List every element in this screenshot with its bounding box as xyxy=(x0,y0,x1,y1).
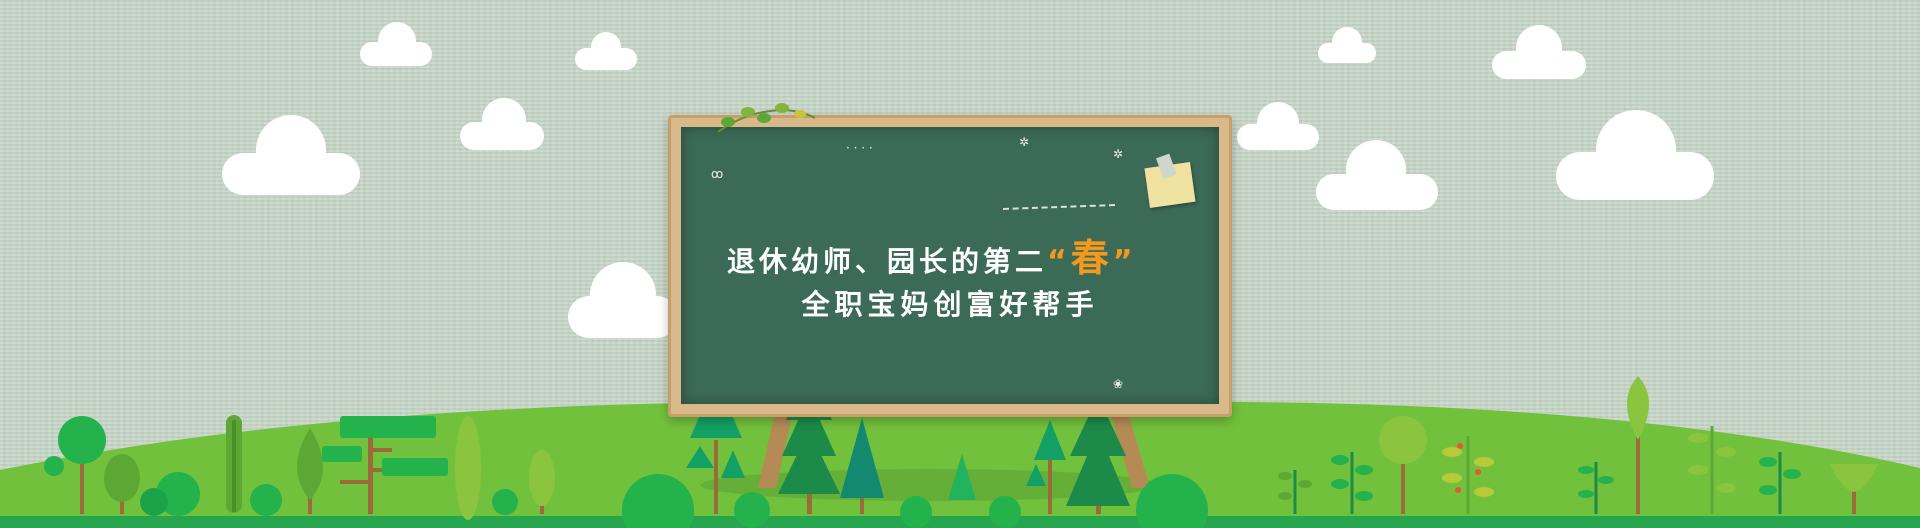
pine-tree-icon xyxy=(840,418,884,514)
ground-strip xyxy=(0,516,1920,528)
bush-icon xyxy=(140,472,200,516)
chalkboard-surface: · · · · ✲ ✲ ꝏ ❀ 退休幼师、园长的第二“春” 全职宝妈创富好帮手 xyxy=(681,127,1219,404)
tree-icon xyxy=(455,416,481,520)
sprout-icon xyxy=(1278,470,1312,514)
cloud-icon xyxy=(1318,27,1376,63)
quote-close: ” xyxy=(1112,244,1137,279)
sprout-icon xyxy=(1759,452,1801,514)
sprout-icon xyxy=(1688,426,1736,514)
cloud-icon xyxy=(360,22,432,66)
pine-tree-icon xyxy=(948,454,976,500)
bush-icon xyxy=(492,489,518,515)
subheadline: 全职宝妈创富好帮手 xyxy=(801,288,1099,321)
chalk-dots: · · · · xyxy=(846,141,873,155)
sticky-note-icon xyxy=(1144,153,1196,209)
cloud-icon xyxy=(1237,102,1319,150)
tree-icon xyxy=(1627,376,1649,514)
bush-icon xyxy=(900,496,932,528)
bush-icon xyxy=(989,496,1021,528)
tree-icon xyxy=(44,416,106,514)
chalk-doodle: ❀ xyxy=(1113,377,1124,391)
sprout-icon xyxy=(1578,462,1614,514)
chalkboard: · · · · ✲ ✲ ꝏ ❀ 退休幼师、园长的第二“春” 全职宝妈创富好帮手 xyxy=(668,115,1232,417)
cloud-icon xyxy=(568,262,678,338)
cloud-icon xyxy=(1316,140,1438,210)
bush-icon xyxy=(622,474,694,528)
bush-icon xyxy=(1136,474,1208,528)
headline-text: 退休幼师、园长的第二 xyxy=(727,245,1048,278)
tree-icon xyxy=(529,450,555,514)
cloud-icon xyxy=(222,115,360,195)
tree-icon xyxy=(1830,464,1878,514)
star-icon: ✲ xyxy=(1113,147,1124,161)
bush-icon xyxy=(734,492,770,528)
tree-icon xyxy=(226,415,242,513)
pine-tree-icon xyxy=(1066,396,1130,514)
chalk-doodle: ꝏ xyxy=(711,167,724,181)
sprout-icon xyxy=(1331,452,1373,514)
headline: 退休幼师、园长的第二“春” xyxy=(727,227,1207,282)
pine-tree-icon xyxy=(1026,420,1066,514)
quote-open: “ xyxy=(1047,244,1071,279)
cloud-icon xyxy=(575,32,637,70)
tape-icon xyxy=(1156,153,1177,180)
flower-bush-icon xyxy=(1442,436,1494,514)
tree-icon xyxy=(104,454,140,514)
bush-icon xyxy=(250,484,282,516)
cloud-icon xyxy=(460,98,544,150)
cloud-icon xyxy=(1556,110,1714,200)
cloud-icon xyxy=(1492,25,1586,79)
tree-icon xyxy=(297,428,323,514)
star-icon: ✲ xyxy=(1019,135,1030,149)
tree-icon xyxy=(322,416,448,514)
tree-icon xyxy=(1379,416,1427,514)
easel-leg-left xyxy=(758,412,793,488)
chalk-dashed-line xyxy=(1002,204,1116,210)
headline-highlight: 春 xyxy=(1070,236,1113,280)
easel-leg-right xyxy=(1110,412,1150,488)
